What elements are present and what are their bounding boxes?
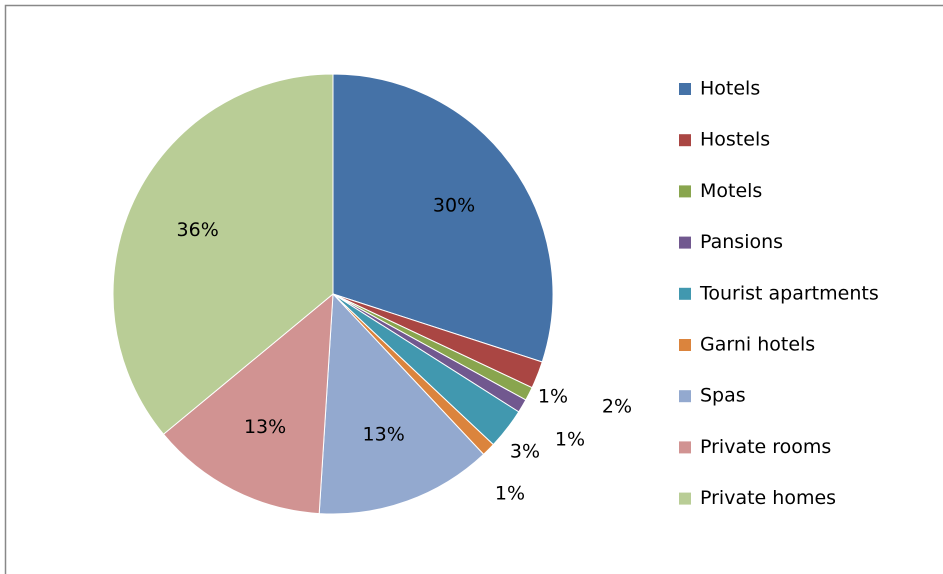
data-label: 1% — [495, 483, 525, 505]
legend-label: Private rooms — [700, 436, 831, 458]
legend-label: Motels — [700, 180, 762, 202]
legend-label: Spas — [700, 385, 746, 407]
legend-label: Pansions — [700, 231, 783, 253]
legend-swatch — [679, 185, 691, 198]
legend-swatch — [679, 339, 691, 351]
legend-swatch — [679, 441, 691, 454]
data-label: 2% — [602, 396, 632, 418]
data-label: 13% — [244, 416, 286, 438]
legend-swatch — [679, 134, 691, 147]
legend-label: Hostels — [700, 129, 770, 151]
legend-swatch — [679, 492, 691, 505]
legend-label: Private homes — [700, 487, 836, 509]
data-label: 3% — [510, 441, 540, 463]
pie-slice — [332, 73, 554, 363]
data-label: 36% — [177, 219, 219, 241]
legend-label: Tourist apartments — [699, 282, 879, 304]
data-label: 13% — [363, 423, 405, 445]
data-label: 30% — [433, 195, 475, 217]
legend-label: Hotels — [700, 78, 760, 100]
legend-swatch — [679, 390, 691, 403]
legend-swatch — [679, 83, 691, 95]
data-label: 1% — [538, 386, 568, 408]
legend-label: Garni hotels — [700, 334, 815, 356]
legend-swatch — [679, 236, 691, 249]
pie-slice — [112, 73, 334, 435]
data-label: 1% — [555, 429, 585, 451]
pie-slice — [318, 292, 485, 515]
pie-slice — [162, 292, 334, 515]
legend-swatch — [679, 287, 691, 300]
